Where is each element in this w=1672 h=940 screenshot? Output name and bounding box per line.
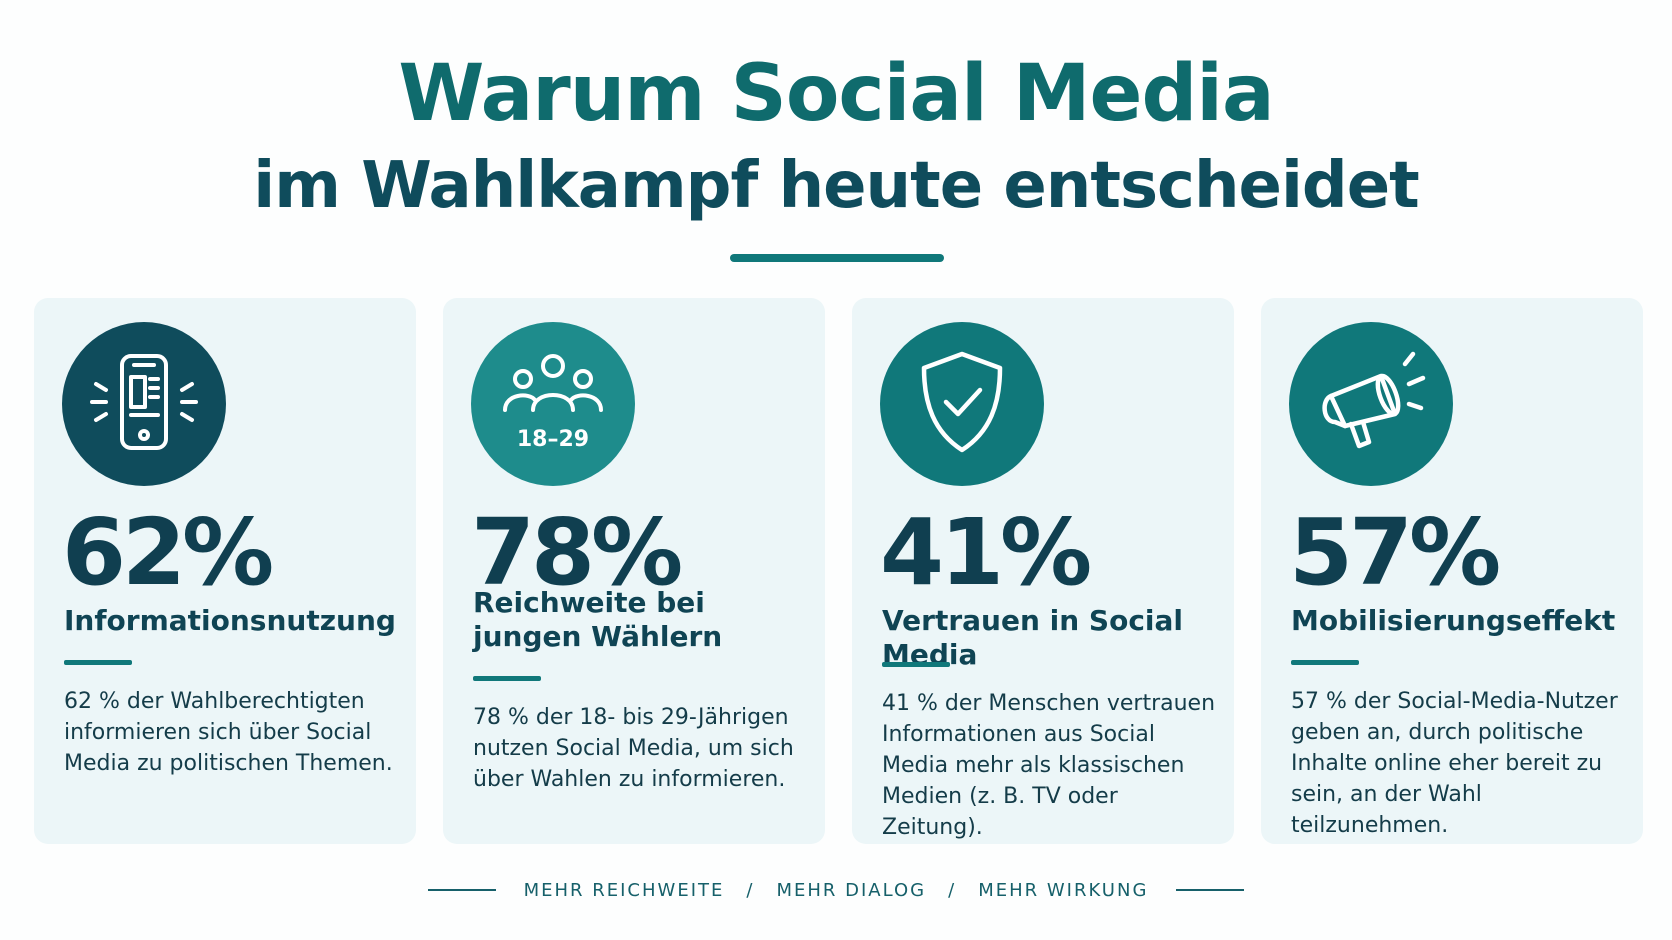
footer-separator: /: [948, 879, 957, 901]
age-range-label: 18–29: [517, 427, 589, 452]
footer-line-left: [427, 889, 496, 891]
stat-card-mobilization: 57% Mobilisierungseffekt 57 % der Social…: [1261, 298, 1643, 844]
stat-card-trust: 41% Vertrauen in Social Media 41 % der M…: [852, 298, 1234, 844]
page-title-line-2: im Wahlkampf heute entscheidet: [253, 149, 1419, 223]
card-title: Reichweite bei jungen Wählern: [473, 586, 723, 653]
shield-check-icon: [880, 322, 1044, 486]
card-description: 41 % der Menschen vertrauen Informatione…: [882, 691, 1216, 840]
stat-value: 62%: [62, 499, 274, 606]
footer-item-impact: MEHR WIRKUNG: [978, 879, 1149, 901]
card-description: 78 % der 18- bis 29-Jährigen nutzen Soci…: [473, 705, 794, 792]
card-title: Informationsnutzung: [64, 604, 396, 637]
card-title: Vertrauen in Social Media: [882, 604, 1183, 671]
footer-tagline: MEHR REICHWEITE / MEHR DIALOG / MEHR WIR…: [0, 870, 1672, 910]
card-divider: [1291, 660, 1359, 665]
people-group-icon: 18–29: [471, 322, 635, 486]
card-title: Mobilisierungseffekt: [1291, 604, 1616, 637]
footer-line-right: [1176, 889, 1245, 891]
footer-item-reach: MEHR REICHWEITE: [523, 879, 725, 901]
stat-value: 57%: [1289, 499, 1501, 606]
stat-value: 41%: [880, 499, 1092, 606]
card-description: 62 % der Wahlberechtigten informieren si…: [64, 689, 393, 776]
card-divider: [64, 660, 132, 665]
megaphone-icon: [1289, 322, 1453, 486]
title-underline: [730, 254, 944, 262]
footer-item-dialog: MEHR DIALOG: [776, 879, 927, 901]
smartphone-news-icon: [62, 322, 226, 486]
card-divider: [882, 662, 950, 667]
footer-separator: /: [746, 879, 755, 901]
card-description: 57 % der Social-Media-Nutzer geben an, d…: [1291, 689, 1618, 838]
card-divider: [473, 676, 541, 681]
stat-card-information-use: 62% Informationsnutzung 62 % der Wahlber…: [34, 298, 416, 844]
stat-card-young-voters: 18–29 78% Reichweite bei jungen Wählern …: [443, 298, 825, 844]
stat-value: 78%: [471, 499, 683, 606]
page-title-line-1: Warum Social Media: [398, 49, 1274, 139]
